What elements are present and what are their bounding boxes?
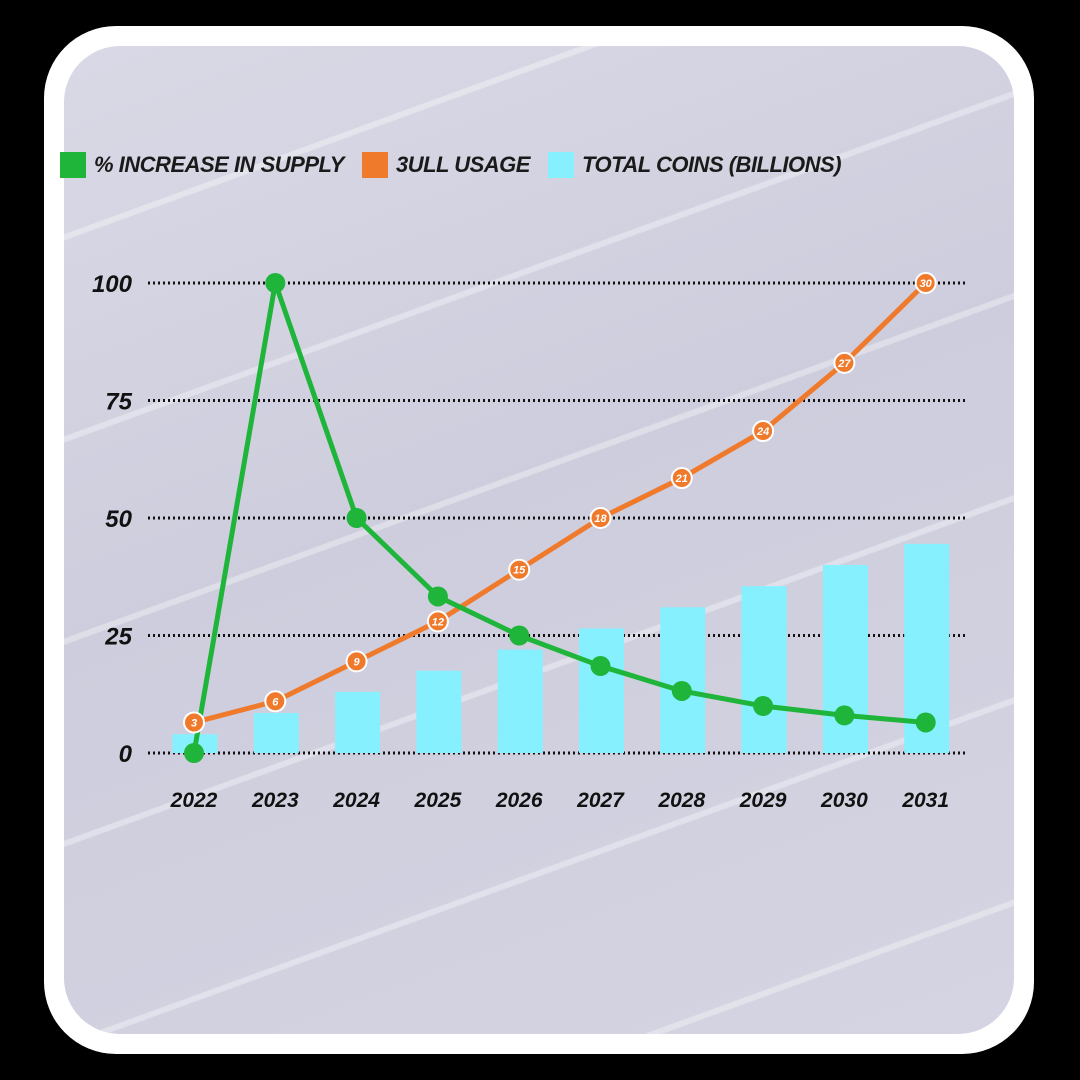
chart-legend: % INCREASE IN SUPPLY 3ULL USAGE TOTAL CO… [60,152,842,178]
point-label-3ull-usage: 30 [920,278,933,290]
legend-item-coins: TOTAL COINS (BILLIONS) [547,152,842,178]
point-supply-increase [346,508,367,528]
x-tick-label: 2031 [901,789,949,812]
bar-total-coins [741,586,787,753]
line-supply-increase [191,280,926,754]
point-3ull-usage [589,507,612,529]
y-tick-label: 25 [104,624,132,651]
point-3ull-usage [833,351,856,374]
x-tick-label: 2025 [414,789,462,812]
x-tick-label: 2023 [251,789,299,812]
point-label-3ull-usage: 15 [513,565,526,577]
point-supply-increase [184,743,204,763]
y-tick-label: 0 [119,741,133,768]
bar-total-coins [579,628,624,753]
point-supply-increase [265,273,286,293]
point-3ull-usage [426,610,449,633]
point-label-3ull-usage: 18 [594,513,607,525]
x-tick-label: 2028 [657,789,705,812]
line-3ull-usage [193,281,928,725]
x-tick-label: 2026 [495,789,543,812]
point-label-3ull-usage: 27 [837,358,851,370]
legend-item-supply: % INCREASE IN SUPPLY [60,152,344,178]
chart-panel [64,46,1014,1034]
bar-total-coins [416,670,462,753]
point-label-3ull-usage: 21 [675,473,688,485]
x-tick-label: 2029 [739,789,787,812]
y-tick-label: 100 [92,271,133,298]
bar-total-coins [253,713,299,753]
point-supply-increase [590,656,611,677]
x-tick-label: 2022 [170,789,218,812]
bar-total-coins [335,691,381,753]
point-3ull-usage [345,650,368,673]
legend-label-usage: 3ULL USAGE [395,152,530,177]
y-tick-label: 50 [105,506,132,533]
x-tick-label: 2024 [332,789,380,812]
background-decoration [64,46,1014,1034]
point-label-3ull-usage: 24 [756,426,769,438]
point-3ull-usage [914,272,937,294]
point-3ull-usage [264,690,287,713]
y-tick-label: 75 [105,389,132,416]
point-supply-increase [753,696,774,716]
point-supply-increase [915,712,936,733]
point-3ull-usage [508,558,531,581]
point-label-3ull-usage: 12 [432,616,444,628]
point-label-3ull-usage: 9 [354,656,361,668]
x-tick-label: 2030 [820,789,868,812]
point-supply-increase [509,625,530,646]
point-supply-increase [671,680,692,701]
point-label-3ull-usage: 3 [191,717,197,729]
legend-swatch-supply [60,152,86,178]
point-3ull-usage [670,467,693,490]
bar-total-coins [497,649,543,753]
legend-swatch-coins [547,152,574,178]
bar-total-coins [660,607,706,753]
point-supply-increase [427,586,448,607]
card-frame [44,26,1034,1054]
legend-swatch-usage [361,152,388,178]
x-tick-label: 2027 [576,789,625,812]
legend-label-supply: % INCREASE IN SUPPLY [94,152,344,177]
legend-item-usage: 3ULL USAGE [361,152,530,178]
point-3ull-usage [183,711,205,734]
point-label-3ull-usage: 6 [272,696,279,708]
legend-label-coins: TOTAL COINS (BILLIONS) [581,152,842,177]
point-supply-increase [834,705,855,726]
point-3ull-usage [752,420,775,443]
